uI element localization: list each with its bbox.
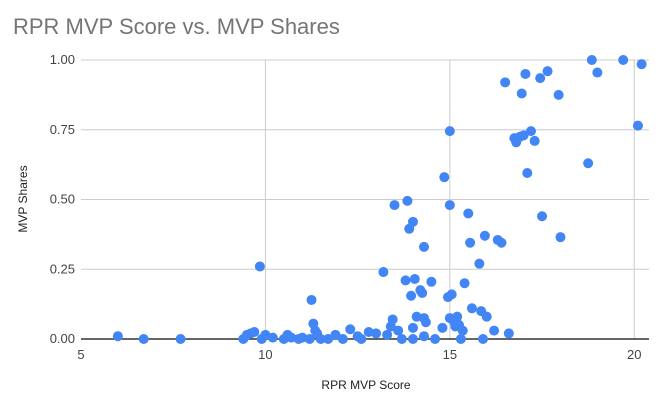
scatter-point bbox=[356, 334, 367, 344]
scatter-point bbox=[542, 66, 553, 77]
scatter-point bbox=[337, 334, 348, 344]
scatter-point bbox=[520, 68, 531, 79]
scatter-point bbox=[479, 230, 490, 241]
scatter-point bbox=[457, 325, 468, 336]
scatter-point bbox=[586, 55, 597, 65]
scatter-point bbox=[315, 334, 326, 344]
scatter-point bbox=[553, 89, 564, 100]
scatter-point bbox=[583, 158, 594, 169]
y-tick-label: 1.00 bbox=[50, 52, 75, 67]
scatter-point bbox=[330, 329, 341, 340]
scatter-point bbox=[389, 200, 400, 211]
scatter-point bbox=[267, 332, 278, 343]
scatter-point bbox=[407, 334, 418, 344]
scatter-point bbox=[419, 241, 430, 252]
scatter-point bbox=[112, 331, 123, 342]
scatter-point bbox=[489, 325, 500, 336]
scatter-point bbox=[306, 294, 317, 305]
x-tick-label: 5 bbox=[77, 347, 84, 362]
y-tick-label: 0.50 bbox=[50, 192, 75, 207]
x-tick-label: 10 bbox=[258, 347, 272, 362]
scatter-point bbox=[254, 261, 265, 272]
scatter-point bbox=[363, 327, 374, 338]
x-axis-title: RPR MVP Score bbox=[321, 378, 410, 392]
x-tick-label: 15 bbox=[443, 347, 457, 362]
scatter-point bbox=[393, 325, 404, 336]
scatter-point bbox=[452, 311, 463, 322]
scatter-point bbox=[426, 276, 437, 287]
scatter-point bbox=[419, 331, 430, 342]
scatter-point bbox=[444, 200, 455, 211]
scatter-point bbox=[439, 172, 450, 183]
scatter-point bbox=[459, 278, 470, 289]
scatter-point bbox=[518, 130, 529, 141]
scatter-point bbox=[411, 311, 422, 322]
scatter-point bbox=[409, 274, 420, 285]
scatter-point bbox=[465, 237, 476, 248]
scatter-point bbox=[636, 59, 647, 70]
scatter-point bbox=[525, 126, 536, 137]
scatter-point bbox=[323, 334, 334, 344]
scatter-point bbox=[474, 258, 485, 269]
scatter-point bbox=[430, 334, 441, 344]
scatter-point bbox=[466, 303, 477, 314]
scatter-point bbox=[249, 327, 260, 338]
y-tick-label: 0.75 bbox=[50, 122, 75, 137]
chart-title: RPR MVP Score vs. MVP Shares bbox=[13, 14, 340, 39]
x-tick-label: 20 bbox=[627, 347, 641, 362]
tick-labels: 0.00 0.25 0.50 0.75 1.00 5 10 15 20 bbox=[50, 52, 642, 362]
scatter-point bbox=[378, 267, 389, 278]
scatter-point bbox=[387, 314, 398, 325]
y-tick-label: 0.25 bbox=[50, 261, 75, 276]
scatter-point bbox=[396, 334, 407, 344]
scatter-point bbox=[500, 77, 511, 88]
scatter-point bbox=[537, 211, 548, 222]
gridlines bbox=[81, 59, 649, 339]
scatter-point bbox=[175, 334, 186, 344]
scatter-point bbox=[407, 322, 418, 333]
scatter-point bbox=[286, 332, 297, 343]
scatter-point bbox=[446, 289, 457, 300]
scatter-point bbox=[516, 88, 527, 99]
scatter-point bbox=[535, 73, 546, 84]
scatter-point bbox=[503, 328, 514, 339]
scatter-point bbox=[522, 167, 533, 178]
scatter-point bbox=[529, 135, 540, 146]
scatter-point bbox=[297, 332, 308, 343]
scatter-point bbox=[455, 334, 466, 344]
scatter-point bbox=[138, 334, 149, 344]
scatter-point bbox=[304, 334, 315, 344]
scatter-point bbox=[437, 322, 448, 333]
scatter-point bbox=[632, 120, 643, 131]
y-tick-label: 0.00 bbox=[50, 331, 75, 346]
scatter-point bbox=[382, 329, 393, 340]
y-axis-title: MVP Shares bbox=[16, 165, 30, 232]
scatter-point bbox=[481, 311, 492, 322]
scatter-point bbox=[406, 290, 417, 301]
scatter-point bbox=[555, 232, 566, 243]
scatter-point bbox=[402, 195, 413, 206]
scatter-point bbox=[618, 55, 629, 65]
scatter-point bbox=[417, 287, 428, 298]
scatter-point bbox=[345, 324, 356, 335]
scatter-point bbox=[371, 328, 382, 339]
scatter-point bbox=[496, 237, 507, 248]
scatter-point bbox=[444, 126, 455, 137]
scatter-point bbox=[463, 208, 474, 219]
scatter-point bbox=[592, 67, 603, 78]
scatter-point bbox=[478, 334, 489, 344]
scatter-point bbox=[407, 216, 418, 227]
data-points bbox=[112, 55, 647, 344]
scatter-point bbox=[400, 275, 411, 286]
scatter-point bbox=[420, 317, 431, 328]
